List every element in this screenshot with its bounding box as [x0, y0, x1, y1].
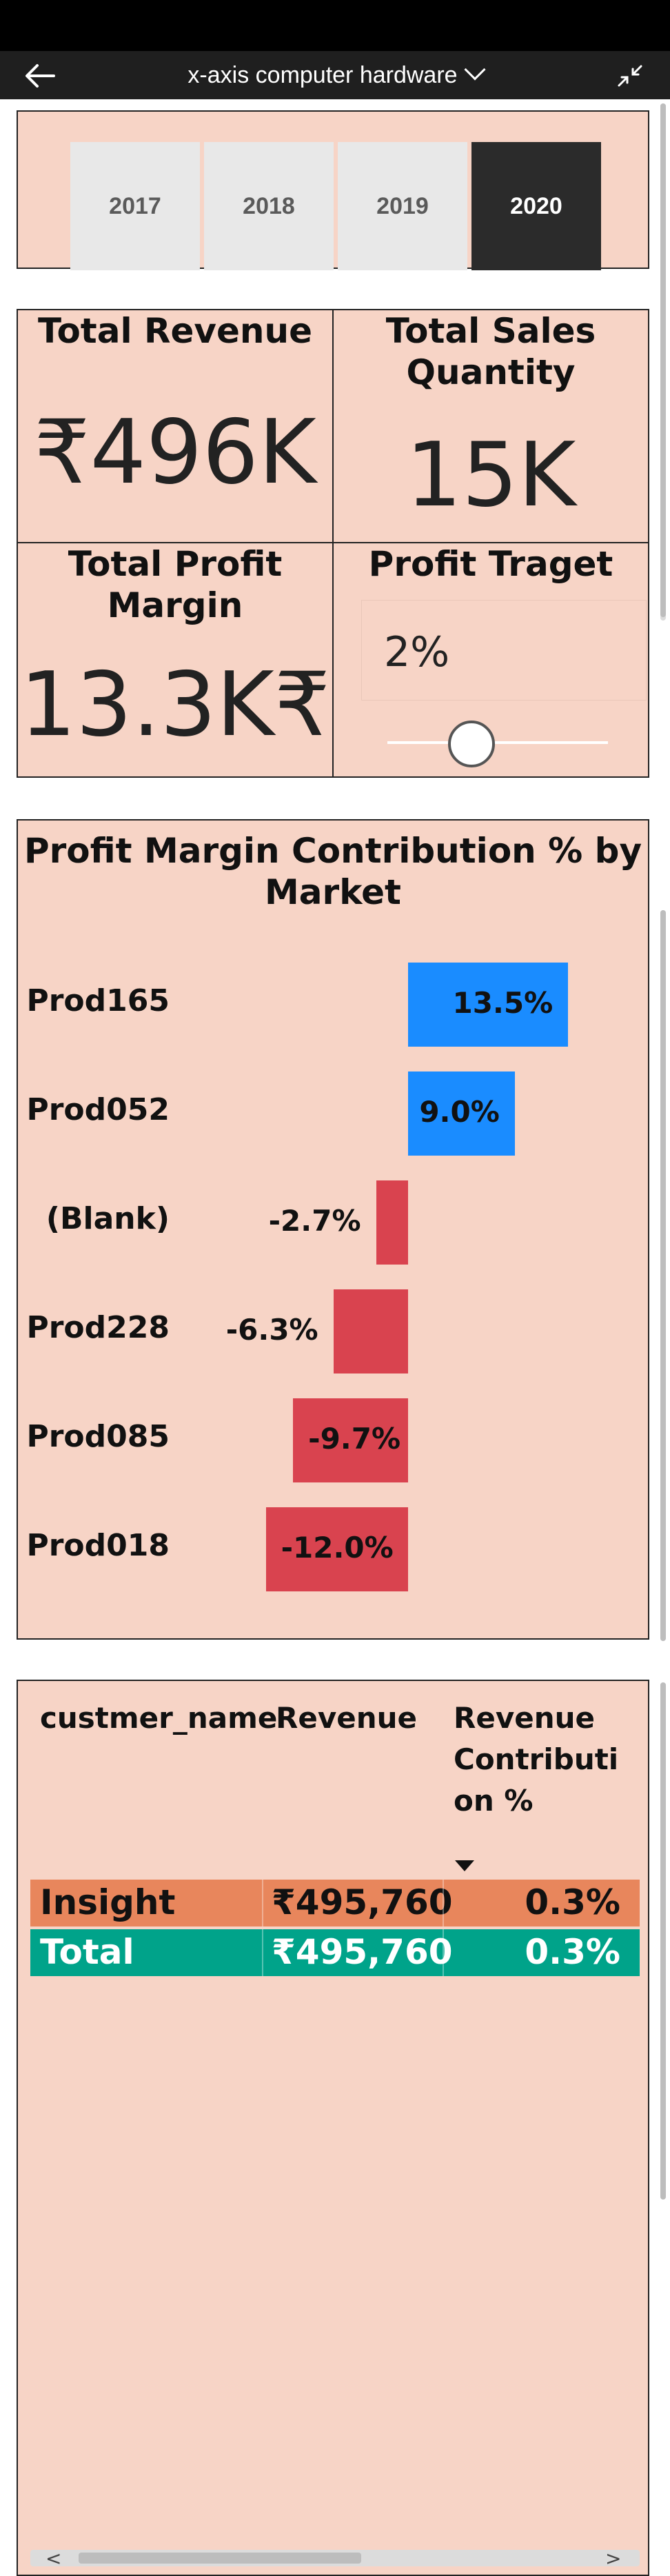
total-sales-quantity-label-line1: Total Sales [385, 311, 596, 351]
category-label: Prod165 [26, 983, 170, 1018]
bar-prod085[interactable] [293, 1398, 408, 1482]
column-header-contribution-line1[interactable]: Revenue [454, 1701, 595, 1735]
customer-revenue-table: custmer_name Revenue Revenue Contributi … [17, 1680, 649, 2576]
column-divider [262, 1929, 263, 1976]
data-label: -2.7% [268, 1204, 361, 1238]
chart-title-line2: Market [265, 872, 401, 912]
chart-scrollbar-thumb[interactable] [660, 910, 666, 1641]
year-button-2020[interactable]: 2020 [471, 142, 601, 270]
total-profit-margin-label-line2: Margin [107, 585, 243, 625]
total-revenue-label: Total Revenue [37, 311, 313, 351]
report-title-dropdown[interactable]: x-axis computer hardware [0, 59, 670, 89]
cell-revenue: ₹495,760 [272, 1882, 453, 1922]
category-label: Prod228 [26, 1310, 170, 1345]
total-revenue-value: ₹496K [34, 401, 316, 504]
total-label: Total [40, 1932, 134, 1972]
column-header-contribution-line3[interactable]: on % [454, 1784, 534, 1818]
total-sales-quantity-card: Total Sales Quantity 15K [332, 309, 649, 543]
scroll-left-arrow[interactable]: < [45, 2547, 62, 2570]
back-arrow-icon[interactable] [23, 62, 57, 90]
column-header-revenue[interactable]: Revenue [276, 1701, 417, 1735]
total-contribution: 0.3% [525, 1932, 620, 1972]
collapse-icon[interactable] [616, 63, 644, 88]
data-label: -6.3% [225, 1313, 318, 1347]
profit-target-label: Profit Traget [368, 544, 613, 584]
profit-margin-chart: Profit Margin Contribution % by Market P… [17, 819, 649, 1640]
category-label: Prod018 [26, 1528, 170, 1563]
year-slicer: 2017 2018 2019 2020 [17, 110, 649, 270]
table-total-row: Total ₹495,760 0.3% [30, 1929, 640, 1976]
profit-target-slider-handle[interactable] [448, 721, 495, 767]
column-header-name[interactable]: custmer_name [40, 1701, 278, 1735]
profit-target-value: 2% [384, 628, 450, 676]
bar-prod228[interactable] [333, 1289, 408, 1373]
data-label: 13.5% [452, 986, 554, 1020]
total-sales-quantity-label-line2: Quantity [406, 352, 576, 392]
category-label: Prod085 [26, 1419, 170, 1454]
year-button-2018[interactable]: 2018 [204, 142, 334, 270]
total-profit-margin-card: Total Profit Margin 13.3K₹ [17, 542, 334, 778]
category-label: (Blank) [45, 1201, 170, 1236]
data-label: -12.0% [281, 1531, 394, 1564]
column-divider [443, 1929, 444, 1976]
chart-title-line1: Profit Margin Contribution % by [23, 831, 642, 871]
app-bar: x-axis computer hardware [0, 51, 670, 99]
bar-prod018[interactable] [265, 1507, 408, 1591]
chevron-down-icon [464, 59, 486, 81]
report-title: x-axis computer hardware [187, 62, 458, 88]
table-row[interactable]: Insight ₹495,760 0.3% [30, 1880, 640, 1926]
profit-target-slider-track[interactable] [387, 741, 608, 744]
table-scrollbar-thumb[interactable] [79, 2553, 361, 2564]
status-bar [0, 0, 670, 51]
data-label: -9.7% [308, 1422, 401, 1456]
column-header-contribution-line2[interactable]: Contributi [454, 1742, 619, 1776]
bar-prod165[interactable] [408, 963, 569, 1047]
cell-customer-name: Insight [40, 1882, 176, 1922]
year-button-2019[interactable]: 2019 [338, 142, 467, 270]
column-divider [262, 1880, 263, 1926]
bar-prod052[interactable] [408, 1071, 515, 1156]
total-sales-quantity-value: 15K [405, 424, 576, 527]
table-scrollbar-thumb-vertical[interactable] [660, 1682, 666, 2200]
total-revenue: ₹495,760 [272, 1932, 453, 1972]
sort-descending-icon[interactable] [455, 1860, 474, 1871]
table-horizontal-scrollbar[interactable]: < > [30, 2547, 640, 2570]
total-revenue-card: Total Revenue ₹496K [17, 309, 334, 543]
total-profit-margin-value: 13.3K₹ [19, 654, 331, 756]
year-button-2017[interactable]: 2017 [70, 142, 200, 270]
cell-contribution: 0.3% [525, 1882, 620, 1922]
column-divider [443, 1880, 444, 1926]
profit-target-card: Profit Traget 2% [332, 542, 649, 778]
data-label: 9.0% [419, 1095, 500, 1129]
page-scrollbar-thumb[interactable] [660, 103, 666, 617]
total-profit-margin-label-line1: Total Profit [68, 544, 283, 584]
category-label: Prod052 [26, 1092, 170, 1127]
profit-target-input[interactable]: 2% [361, 600, 647, 701]
bar-blank[interactable] [376, 1180, 408, 1265]
scroll-right-arrow[interactable]: > [605, 2547, 622, 2570]
